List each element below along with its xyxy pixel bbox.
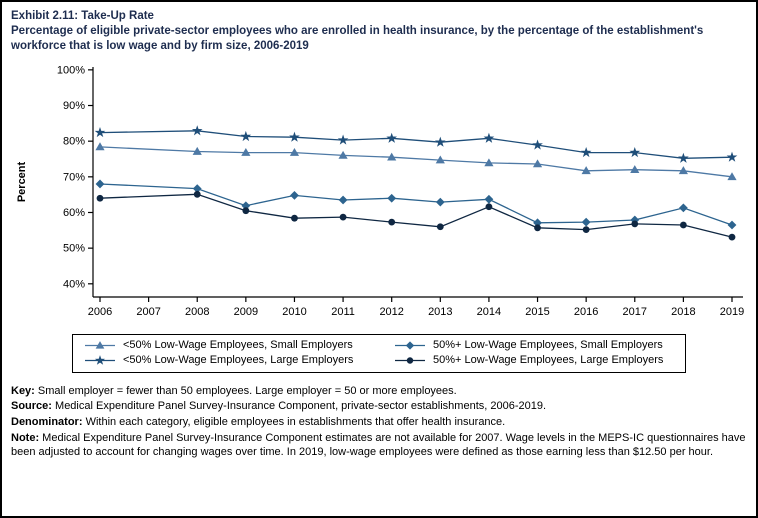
key-note: Key: Small employer = fewer than 50 empl… (11, 384, 747, 399)
svg-text:2013: 2013 (428, 306, 452, 318)
note-label: Key: (11, 384, 35, 397)
svg-text:2009: 2009 (234, 306, 258, 318)
note-text: Medical Expenditure Panel Survey-Insuran… (55, 400, 547, 413)
svg-text:2012: 2012 (379, 306, 403, 318)
denominator-note: Denominator: Within each category, eligi… (11, 415, 747, 430)
svg-text:2018: 2018 (671, 306, 695, 318)
legend-item: 50%+ Low-Wage Employees, Small Employers (393, 339, 675, 352)
svg-text:100%: 100% (57, 64, 85, 76)
svg-text:70%: 70% (63, 171, 85, 183)
footnotes: Key: Small employer = fewer than 50 empl… (11, 384, 747, 461)
legend-marker-circle-icon (395, 356, 425, 364)
legend-label: 50%+ Low-Wage Employees, Large Employers (433, 354, 664, 367)
svg-text:50%: 50% (63, 242, 85, 254)
legend-marker-triangle-icon (85, 340, 115, 349)
note-text: Medical Expenditure Panel Survey-Insuran… (11, 431, 746, 459)
svg-text:Percent: Percent (16, 161, 28, 202)
legend-label: <50% Low-Wage Employees, Small Employers (123, 339, 353, 352)
legend-marker-star-icon (85, 354, 115, 365)
svg-text:90%: 90% (63, 100, 85, 112)
legend-marker-diamond-icon (395, 340, 425, 350)
svg-text:2010: 2010 (282, 306, 306, 318)
source-note: Source: Medical Expenditure Panel Survey… (11, 399, 747, 414)
legend-label: <50% Low-Wage Employees, Large Employers (123, 354, 354, 367)
legend-item: 50%+ Low-Wage Employees, Large Employers (393, 354, 675, 367)
exhibit-subtitle: Percentage of eligible private-sector em… (11, 25, 704, 53)
svg-text:60%: 60% (63, 207, 85, 219)
note-label: Denominator: (11, 415, 83, 428)
header: Exhibit 2.11: Take-Up Rate Percentage of… (11, 9, 747, 55)
note-text: Within each category, eligible employees… (85, 415, 506, 428)
svg-text:80%: 80% (63, 135, 85, 147)
svg-text:2008: 2008 (185, 306, 209, 318)
svg-text:2016: 2016 (574, 306, 598, 318)
svg-text:2015: 2015 (525, 306, 549, 318)
svg-text:2017: 2017 (623, 306, 647, 318)
svg-text:2014: 2014 (477, 306, 501, 318)
svg-text:2019: 2019 (720, 306, 744, 318)
svg-text:2006: 2006 (88, 306, 112, 318)
note-label: Source: (11, 400, 52, 413)
note-text: Small employer = fewer than 50 employees… (37, 384, 457, 397)
svg-text:40%: 40% (63, 278, 85, 290)
general-note: Note: Medical Expenditure Panel Survey-I… (11, 431, 747, 460)
legend-label: 50%+ Low-Wage Employees, Small Employers (433, 339, 663, 352)
chart-legend: <50% Low-Wage Employees, Small Employers… (72, 333, 686, 373)
svg-text:2011: 2011 (331, 306, 355, 318)
legend-item: <50% Low-Wage Employees, Large Employers (83, 354, 383, 367)
takeup-rate-line-chart: 40% 50% 60% 70% 80% 90% 100% 2006 2007 2008 2009 20… (16, 64, 744, 318)
svg-text:2007: 2007 (136, 306, 160, 318)
legend-item: <50% Low-Wage Employees, Small Employers (83, 339, 383, 352)
exhibit-title: Exhibit 2.11: Take-Up Rate (11, 10, 154, 22)
note-label: Note: (11, 431, 40, 444)
